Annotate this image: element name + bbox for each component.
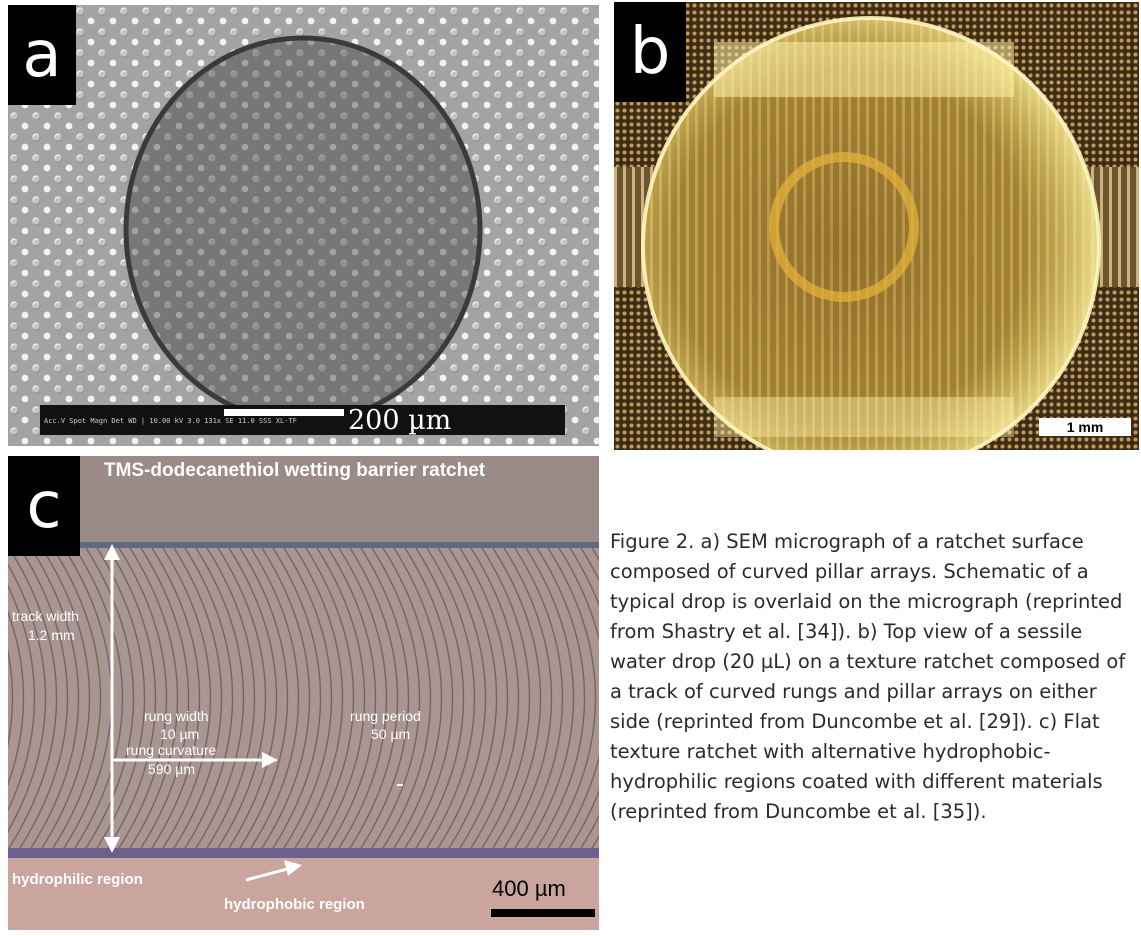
track-width-label-1: track width xyxy=(12,608,79,624)
track-width-label-2: 1.2 mm xyxy=(28,627,75,643)
panel-c-letter: c xyxy=(8,456,80,556)
panel-a-databar: Acc.V Spot Magn Det WD | 10.00 kV 3.0 13… xyxy=(44,417,297,425)
rung-period-label-2: 50 µm xyxy=(371,726,411,742)
panel-c-title: TMS-dodecanethiol wetting barrier ratche… xyxy=(104,460,486,481)
panel-c-scale-label: 400 µm xyxy=(492,876,566,901)
panel-a-letter: a xyxy=(8,5,76,105)
panel-a-scale-label: 200 µm xyxy=(348,405,452,436)
panel-b-letter: b xyxy=(614,2,686,102)
hydrophilic-region-label: hydrophilic region xyxy=(12,871,143,888)
figure-caption: Figure 2. a) SEM micrograph of a ratchet… xyxy=(610,530,1126,823)
panel-c: c TMS-dodecanethiol wetting barrier ratc… xyxy=(8,456,599,930)
rung-curvature-label-1: rung curvature xyxy=(126,742,217,758)
panel-b-scale-bar xyxy=(1039,418,1131,436)
rung-width-label-1: rung width xyxy=(144,708,209,724)
ratchet-optical-image xyxy=(8,456,599,930)
rung-curvature-label-2: 590 µm xyxy=(148,761,195,777)
panel-c-scale-bar xyxy=(491,909,595,917)
panel-a: a Acc.V Spot Magn Det WD | 10.00 kV 3.0 … xyxy=(8,5,599,446)
drop-top-view-image xyxy=(614,2,1139,450)
panel-b: b 1 mm xyxy=(614,2,1139,450)
sem-micrograph-image xyxy=(8,5,599,446)
rung-period-label-1: rung period xyxy=(350,708,421,724)
hydrophobic-region-label: hydrophobic region xyxy=(224,896,365,913)
panel-b-scale-label: 1 mm xyxy=(1066,419,1104,435)
rung-width-label-2: 10 µm xyxy=(160,726,200,742)
